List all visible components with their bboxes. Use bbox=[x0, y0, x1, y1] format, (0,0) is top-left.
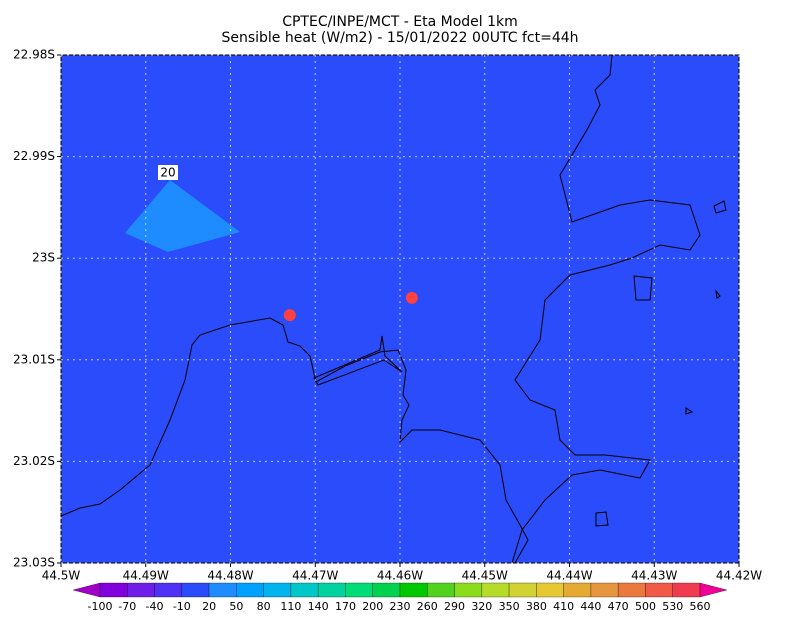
colorbar-swatch bbox=[563, 582, 592, 598]
x-tick-label: 44.47W bbox=[292, 569, 338, 583]
colorbar-swatch bbox=[345, 582, 373, 598]
colorbar-swatch bbox=[372, 582, 401, 598]
colorbar-label: -70 bbox=[118, 600, 136, 613]
y-tick-label: 23.03S bbox=[13, 556, 55, 570]
subtitle: Sensible heat (W/m2) - 15/01/2022 00UTC … bbox=[221, 30, 578, 46]
station-point bbox=[405, 291, 418, 304]
colorbar-swatch bbox=[672, 582, 701, 598]
colorbar-swatch bbox=[127, 582, 155, 598]
station-point bbox=[283, 309, 296, 322]
colorbar-label: 110 bbox=[280, 600, 301, 613]
x-tick-label: 44.46W bbox=[377, 569, 423, 583]
colorbar-label: 290 bbox=[444, 600, 465, 613]
x-tick-label: 44.48W bbox=[207, 569, 253, 583]
colorbar-label: -100 bbox=[88, 600, 113, 613]
colorbar-swatch bbox=[290, 582, 319, 598]
y-tick-label: 22.99S bbox=[13, 149, 55, 163]
contour-label: 20 bbox=[160, 166, 175, 180]
colorbar-swatch bbox=[318, 582, 346, 598]
colorbar-label: 350 bbox=[499, 600, 520, 613]
x-tick-label: 44.45W bbox=[462, 569, 508, 583]
colorbar-label: 230 bbox=[390, 600, 411, 613]
colorbar-label: 470 bbox=[608, 600, 629, 613]
colorbar-label: 140 bbox=[308, 600, 329, 613]
y-tick-label: 23S bbox=[32, 251, 55, 265]
y-tick-label: 23.01S bbox=[13, 352, 55, 366]
colorbar-swatch bbox=[236, 582, 264, 598]
title: CPTEC/INPE/MCT - Eta Model 1km bbox=[282, 14, 518, 30]
colorbar-label: 50 bbox=[229, 600, 243, 613]
colorbar-label: 260 bbox=[417, 600, 438, 613]
colorbar-label: 530 bbox=[662, 600, 683, 613]
colorbar-swatch bbox=[208, 582, 237, 598]
colorbar-label: 20 bbox=[202, 600, 216, 613]
colorbar-swatch bbox=[618, 582, 646, 598]
colorbar-swatch bbox=[72, 582, 101, 598]
y-tick-label: 23.02S bbox=[13, 454, 55, 468]
colorbar-swatch bbox=[536, 582, 564, 598]
colorbar-swatch bbox=[427, 582, 455, 598]
contour-region bbox=[125, 180, 240, 252]
x-tick-label: 44.44W bbox=[546, 569, 592, 583]
colorbar-label: 440 bbox=[580, 600, 601, 613]
colorbar-label: 500 bbox=[635, 600, 656, 613]
x-tick-label: 44.42W bbox=[716, 569, 762, 583]
colorbar-swatch bbox=[590, 582, 619, 598]
colorbar-label: 170 bbox=[335, 600, 356, 613]
x-tick-label: 44.43W bbox=[631, 569, 677, 583]
y-tick-label: 22.98S bbox=[13, 48, 55, 62]
colorbar-swatch bbox=[99, 582, 128, 598]
colorbar-label: 380 bbox=[526, 600, 547, 613]
colorbar-swatch bbox=[699, 582, 728, 598]
colorbar-swatch bbox=[508, 582, 537, 598]
colorbar-label: 80 bbox=[257, 600, 271, 613]
colorbar-label: -40 bbox=[146, 600, 164, 613]
colorbar-swatch bbox=[181, 582, 210, 598]
colorbar-swatch bbox=[154, 582, 182, 598]
colorbar-label: 410 bbox=[553, 600, 574, 613]
colorbar-swatch bbox=[645, 582, 673, 598]
colorbar-label: 200 bbox=[362, 600, 383, 613]
contour-label-box bbox=[158, 165, 178, 180]
x-tick-label: 44.5W bbox=[42, 569, 81, 583]
colorbar-label: -10 bbox=[173, 600, 191, 613]
colorbar-label: 320 bbox=[471, 600, 492, 613]
x-tick-label: 44.49W bbox=[123, 569, 169, 583]
colorbar-swatch bbox=[399, 582, 428, 598]
colorbar-swatch bbox=[481, 582, 510, 598]
colorbar-swatch bbox=[263, 582, 292, 598]
colorbar-swatch bbox=[454, 582, 482, 598]
colorbar-label: 560 bbox=[690, 600, 711, 613]
coastline bbox=[60, 54, 727, 564]
